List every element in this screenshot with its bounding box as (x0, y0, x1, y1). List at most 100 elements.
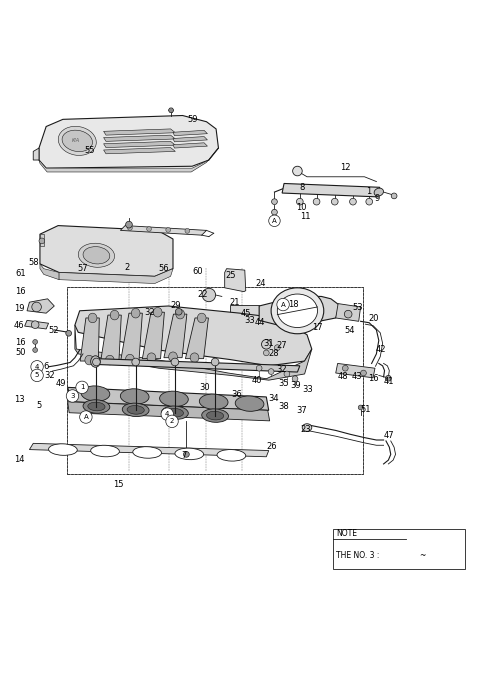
Text: 49: 49 (56, 379, 66, 388)
Circle shape (313, 198, 320, 205)
Bar (67, 287, 363, 473)
Circle shape (183, 452, 189, 457)
Ellipse shape (91, 356, 100, 367)
Bar (333, 528, 465, 569)
Polygon shape (173, 143, 207, 148)
Ellipse shape (48, 444, 77, 456)
Ellipse shape (85, 355, 94, 365)
Polygon shape (29, 443, 269, 457)
Circle shape (126, 221, 132, 228)
Text: 16: 16 (15, 338, 25, 348)
Circle shape (202, 289, 216, 301)
Text: 5: 5 (445, 553, 449, 558)
Text: 17: 17 (312, 323, 323, 331)
Polygon shape (104, 141, 175, 147)
Circle shape (264, 350, 269, 356)
Text: 7: 7 (181, 452, 187, 460)
Circle shape (166, 415, 178, 428)
Text: 32: 32 (276, 365, 287, 373)
Ellipse shape (78, 243, 115, 268)
Polygon shape (143, 312, 164, 359)
Ellipse shape (62, 130, 93, 151)
Text: 48: 48 (338, 372, 349, 382)
Ellipse shape (110, 310, 119, 320)
Text: NOTE: NOTE (336, 529, 357, 538)
Text: THE NO. 3 :: THE NO. 3 : (336, 551, 382, 560)
Text: 16: 16 (15, 287, 25, 296)
Ellipse shape (302, 424, 312, 431)
Text: 3: 3 (70, 393, 75, 399)
Polygon shape (121, 313, 143, 360)
Circle shape (344, 310, 352, 318)
Polygon shape (40, 225, 173, 276)
Ellipse shape (175, 448, 204, 460)
Polygon shape (104, 129, 175, 135)
Circle shape (349, 198, 356, 205)
Text: 12: 12 (340, 163, 351, 172)
Text: 4: 4 (165, 411, 169, 417)
Polygon shape (40, 234, 44, 246)
Ellipse shape (202, 409, 228, 422)
Text: 8: 8 (300, 183, 305, 192)
Text: 14: 14 (14, 455, 24, 464)
Polygon shape (104, 135, 175, 141)
Ellipse shape (374, 188, 384, 196)
Ellipse shape (132, 308, 140, 318)
Ellipse shape (162, 406, 188, 420)
Polygon shape (40, 264, 59, 280)
Ellipse shape (58, 126, 96, 155)
Text: 27: 27 (276, 342, 287, 350)
Circle shape (175, 308, 182, 315)
Polygon shape (259, 297, 340, 325)
Text: A: A (272, 218, 277, 224)
Ellipse shape (235, 396, 264, 411)
Circle shape (33, 348, 37, 352)
Polygon shape (173, 136, 207, 142)
Text: A: A (281, 301, 286, 308)
Text: A: A (84, 414, 88, 420)
Circle shape (32, 302, 41, 312)
Polygon shape (336, 363, 375, 378)
Text: 2: 2 (170, 418, 174, 424)
Circle shape (292, 376, 298, 382)
Text: 40: 40 (252, 376, 263, 385)
Text: 42: 42 (375, 344, 386, 354)
Circle shape (128, 225, 132, 230)
Text: ~: ~ (420, 551, 426, 560)
Circle shape (39, 238, 45, 244)
Text: 61: 61 (15, 269, 25, 278)
Circle shape (168, 108, 173, 113)
Polygon shape (75, 306, 312, 366)
Text: 32: 32 (45, 371, 55, 380)
Circle shape (211, 358, 219, 366)
Circle shape (360, 370, 366, 376)
Circle shape (407, 551, 417, 561)
Circle shape (171, 358, 179, 366)
Text: 29: 29 (170, 301, 181, 310)
Ellipse shape (126, 354, 134, 364)
Polygon shape (282, 183, 380, 197)
Text: 34: 34 (269, 394, 279, 403)
Circle shape (147, 227, 152, 232)
Ellipse shape (271, 288, 324, 334)
Circle shape (297, 198, 303, 205)
Ellipse shape (127, 405, 144, 414)
Ellipse shape (122, 403, 149, 417)
Text: 1: 1 (80, 384, 84, 390)
Polygon shape (104, 147, 175, 154)
Ellipse shape (217, 449, 246, 461)
Circle shape (293, 166, 302, 176)
Text: 9: 9 (374, 194, 379, 203)
Text: 25: 25 (226, 272, 236, 280)
Ellipse shape (168, 352, 177, 361)
Ellipse shape (277, 294, 318, 327)
Circle shape (66, 390, 79, 402)
Polygon shape (39, 115, 218, 168)
Circle shape (262, 340, 271, 349)
Text: 60: 60 (192, 267, 203, 276)
Polygon shape (164, 314, 187, 358)
Polygon shape (33, 148, 39, 160)
Circle shape (268, 369, 274, 374)
Text: 57: 57 (77, 264, 88, 273)
Ellipse shape (190, 353, 199, 363)
